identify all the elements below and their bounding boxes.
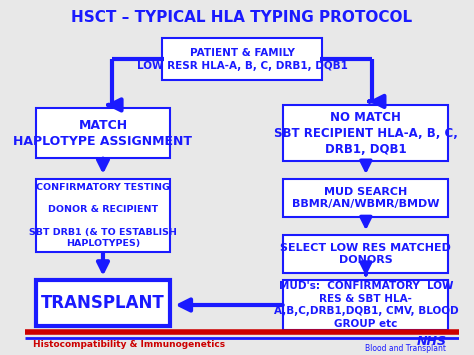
Text: NHS: NHS [416,335,446,348]
Text: CONFIRMATORY TESTING

DONOR & RECIPIENT

SBT DRB1 (& TO ESTABLISH
HAPLOTYPES): CONFIRMATORY TESTING DONOR & RECIPIENT S… [29,183,177,248]
FancyBboxPatch shape [162,38,322,80]
Text: SELECT LOW RES MATCHED
DONORS: SELECT LOW RES MATCHED DONORS [281,243,451,265]
Text: Histocompatibility & Immunogenetics: Histocompatibility & Immunogenetics [34,340,226,349]
Text: MATCH
HAPLOTYPE ASSIGNMENT: MATCH HAPLOTYPE ASSIGNMENT [13,119,192,148]
FancyBboxPatch shape [283,179,448,217]
Text: PATIENT & FAMILY
LOW RESR HLA-A, B, C, DRB1, DQB1: PATIENT & FAMILY LOW RESR HLA-A, B, C, D… [137,48,347,71]
Text: MUD's:  CONFIRMATORY  LOW
RES & SBT HLA-
A,B,C,DRB1,DQB1, CMV, BLOOD
GROUP etc: MUD's: CONFIRMATORY LOW RES & SBT HLA- A… [273,282,458,329]
FancyBboxPatch shape [283,280,448,329]
Text: NO MATCH
SBT RECIPIENT HLA-A, B, C,
DRB1, DQB1: NO MATCH SBT RECIPIENT HLA-A, B, C, DRB1… [274,110,458,155]
Text: Blood and Transplant: Blood and Transplant [365,344,446,353]
FancyBboxPatch shape [36,179,170,252]
FancyBboxPatch shape [283,235,448,273]
FancyBboxPatch shape [283,105,448,161]
Text: TRANSPLANT: TRANSPLANT [41,294,165,312]
Text: HSCT – TYPICAL HLA TYPING PROTOCOL: HSCT – TYPICAL HLA TYPING PROTOCOL [72,10,412,25]
Text: MUD SEARCH
BBMR/AN/WBMR/BMDW: MUD SEARCH BBMR/AN/WBMR/BMDW [292,187,439,209]
FancyBboxPatch shape [36,108,170,158]
FancyBboxPatch shape [36,280,170,326]
